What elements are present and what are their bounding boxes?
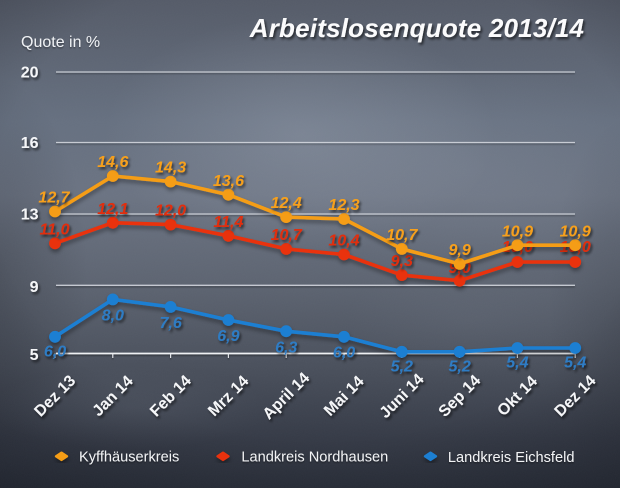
svg-text:8,0: 8,0 bbox=[102, 308, 124, 325]
svg-text:12,7: 12,7 bbox=[38, 190, 70, 207]
svg-text:12,0: 12,0 bbox=[155, 203, 186, 220]
svg-text:9: 9 bbox=[30, 279, 39, 296]
svg-text:5: 5 bbox=[30, 347, 39, 364]
svg-text:6,0: 6,0 bbox=[44, 344, 66, 361]
svg-text:14,3: 14,3 bbox=[155, 160, 186, 177]
svg-text:12,3: 12,3 bbox=[328, 197, 359, 214]
svg-text:Quote in %: Quote in % bbox=[21, 34, 100, 51]
svg-text:5,4: 5,4 bbox=[506, 355, 528, 372]
svg-text:5,4: 5,4 bbox=[564, 355, 586, 372]
svg-text:Arbeitslosenquote 2013/14: Arbeitslosenquote 2013/14 bbox=[249, 13, 585, 43]
svg-text:9,3: 9,3 bbox=[391, 253, 413, 270]
svg-text:9,9: 9,9 bbox=[448, 242, 470, 259]
svg-text:10,9: 10,9 bbox=[560, 223, 591, 240]
svg-text:6,3: 6,3 bbox=[275, 339, 297, 356]
svg-text:14,6: 14,6 bbox=[97, 154, 128, 171]
svg-text:12,1: 12,1 bbox=[97, 201, 128, 218]
svg-text:7,6: 7,6 bbox=[159, 315, 181, 332]
svg-text:5,2: 5,2 bbox=[391, 358, 413, 375]
svg-text:10,7: 10,7 bbox=[271, 227, 303, 244]
svg-text:12,4: 12,4 bbox=[271, 195, 302, 212]
svg-text:Kyffhäuserkreis: Kyffhäuserkreis bbox=[79, 449, 179, 465]
svg-text:13,6: 13,6 bbox=[213, 173, 244, 190]
svg-text:Landkreis Eichsfeld: Landkreis Eichsfeld bbox=[448, 450, 575, 466]
svg-text:10,7: 10,7 bbox=[386, 227, 418, 244]
svg-text:13: 13 bbox=[21, 207, 39, 224]
svg-text:11,4: 11,4 bbox=[213, 214, 243, 231]
svg-text:6,0: 6,0 bbox=[333, 344, 355, 361]
svg-text:10,9: 10,9 bbox=[502, 223, 533, 240]
svg-text:6,9: 6,9 bbox=[217, 328, 239, 345]
svg-text:20: 20 bbox=[21, 65, 39, 82]
svg-text:Landkreis Nordhausen: Landkreis Nordhausen bbox=[241, 450, 388, 466]
svg-text:16: 16 bbox=[21, 135, 39, 152]
svg-text:10,4: 10,4 bbox=[328, 233, 359, 250]
svg-text:5,2: 5,2 bbox=[448, 358, 470, 375]
svg-text:11,0: 11,0 bbox=[40, 221, 70, 238]
